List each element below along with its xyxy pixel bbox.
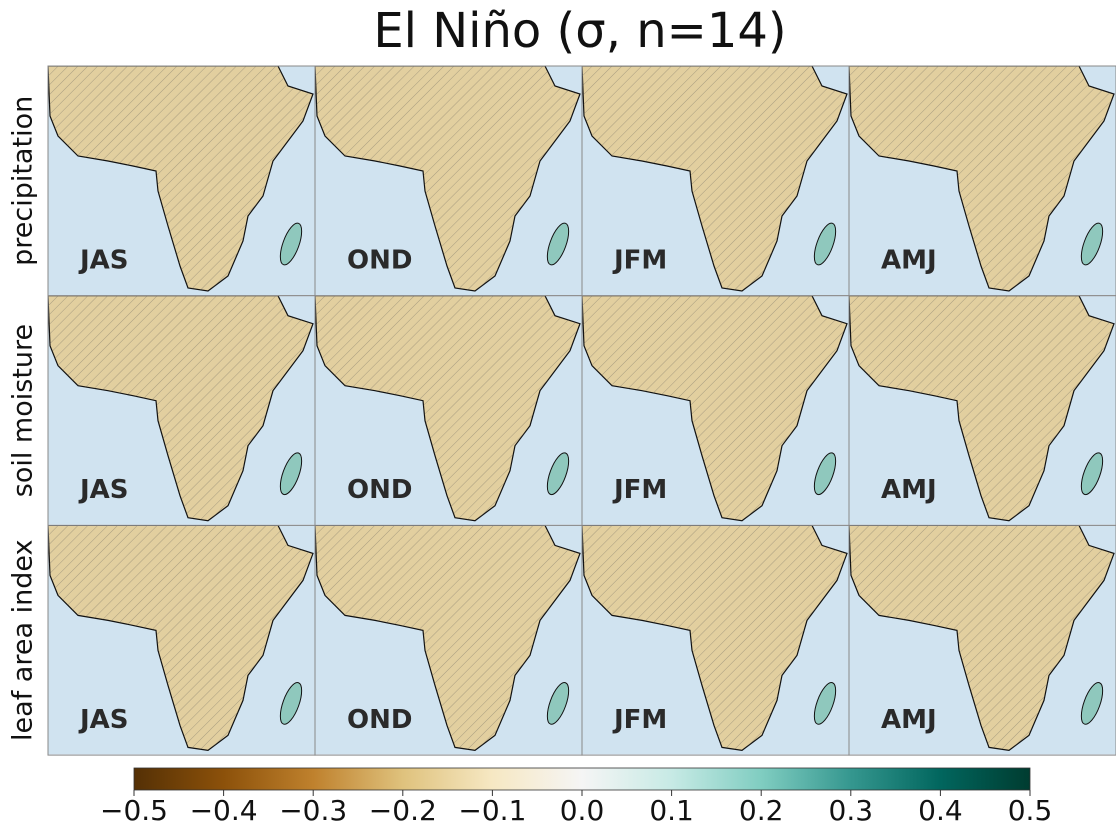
colorbar-ticks: −0.5 −0.4 −0.3 −0.2 −0.1 0.0 0.1 0.2 0.3 0.4 0.5 (100, 790, 1052, 827)
season-label: OND (347, 705, 412, 735)
panel-grid: JAS OND JFM AMJ JAS OND JFM AMJ JAS OND JFM AMJ (47, 65, 1116, 756)
season-label: JFM (612, 705, 667, 735)
colorbar (133, 767, 1031, 791)
row-label: precipitation (8, 96, 39, 266)
map-panel: OND (314, 295, 583, 526)
figure-title: El Niño (σ, n=14) (373, 3, 786, 59)
map-panel: JAS (47, 295, 316, 526)
map-panel: JAS (47, 524, 316, 756)
map-panel: AMJ (848, 524, 1116, 756)
colorbar-tick-label: −0.3 (279, 794, 347, 827)
season-label: OND (347, 246, 412, 276)
map-panel: OND (314, 65, 583, 297)
season-label: JAS (78, 705, 129, 735)
colorbar-tick-label: 0.2 (739, 794, 784, 827)
map-panel: JAS (47, 65, 316, 297)
colorbar-tick-label: 0.5 (1008, 794, 1053, 827)
colorbar-tick-label: 0.1 (649, 794, 694, 827)
colorbar-tick-label: −0.4 (190, 794, 258, 827)
season-label: AMJ (881, 705, 937, 735)
colorbar-tick-label: 0.4 (918, 794, 963, 827)
season-label: JFM (612, 246, 667, 276)
colorbar-tick-label: −0.2 (369, 794, 437, 827)
season-label: JAS (78, 475, 129, 505)
map-panel: JFM (581, 65, 850, 297)
season-label: AMJ (881, 246, 937, 276)
colorbar-tick-label: −0.5 (100, 794, 168, 827)
row-label: leaf area index (8, 540, 39, 741)
map-panel: OND (314, 524, 583, 756)
season-label: AMJ (881, 475, 937, 505)
season-label: JAS (78, 246, 129, 276)
map-panel: AMJ (848, 295, 1116, 526)
colorbar-tick-label: 0.3 (829, 794, 874, 827)
season-label: OND (347, 475, 412, 505)
colorbar-tick-label: 0.0 (560, 794, 605, 827)
map-panel: JFM (581, 295, 850, 526)
season-label: JFM (612, 475, 667, 505)
map-panel: JFM (581, 524, 850, 756)
map-panel: AMJ (848, 65, 1116, 297)
colorbar-tick-label: −0.1 (458, 794, 526, 827)
row-label: soil moisture (8, 324, 39, 497)
